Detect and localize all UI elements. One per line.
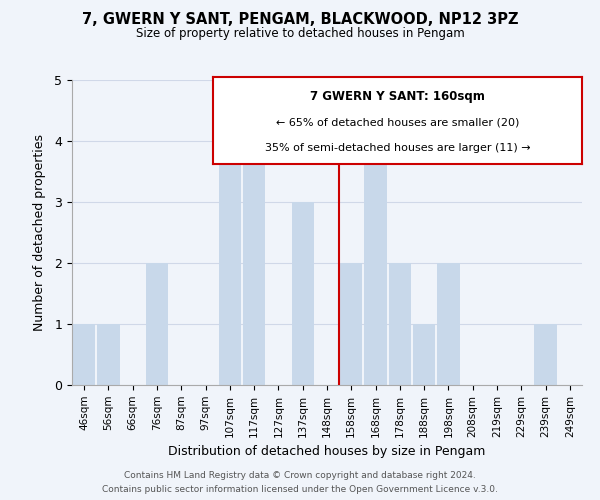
Bar: [413, 324, 436, 385]
Bar: [97, 324, 119, 385]
Text: Contains public sector information licensed under the Open Government Licence v.: Contains public sector information licen…: [102, 484, 498, 494]
Text: Size of property relative to detached houses in Pengam: Size of property relative to detached ho…: [136, 28, 464, 40]
Bar: [535, 324, 557, 385]
Text: 35% of semi-detached houses are larger (11) →: 35% of semi-detached houses are larger (…: [265, 144, 530, 154]
Bar: [389, 263, 411, 385]
Text: 7, GWERN Y SANT, PENGAM, BLACKWOOD, NP12 3PZ: 7, GWERN Y SANT, PENGAM, BLACKWOOD, NP12…: [82, 12, 518, 28]
Bar: [364, 141, 387, 385]
Bar: [146, 263, 168, 385]
Bar: [73, 324, 95, 385]
Bar: [218, 141, 241, 385]
Text: Contains HM Land Registry data © Crown copyright and database right 2024.: Contains HM Land Registry data © Crown c…: [124, 472, 476, 480]
Y-axis label: Number of detached properties: Number of detached properties: [33, 134, 46, 331]
Bar: [243, 141, 265, 385]
Bar: [340, 263, 362, 385]
Text: 7 GWERN Y SANT: 160sqm: 7 GWERN Y SANT: 160sqm: [310, 90, 485, 102]
X-axis label: Distribution of detached houses by size in Pengam: Distribution of detached houses by size …: [169, 445, 485, 458]
Bar: [437, 263, 460, 385]
Text: ← 65% of detached houses are smaller (20): ← 65% of detached houses are smaller (20…: [276, 118, 519, 128]
Bar: [292, 202, 314, 385]
